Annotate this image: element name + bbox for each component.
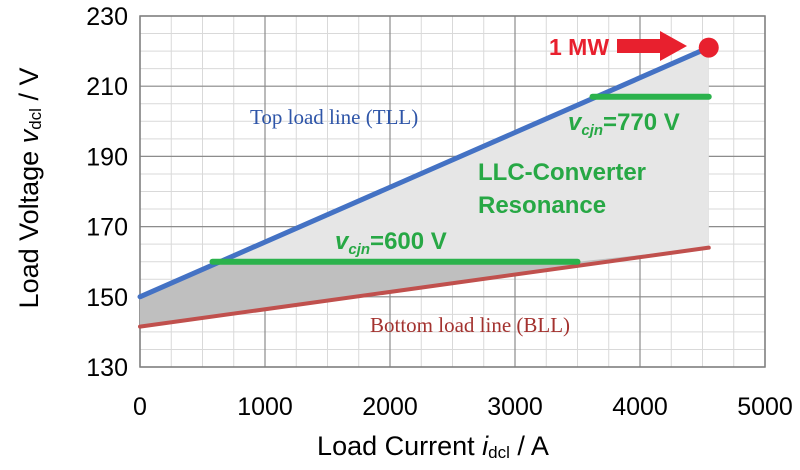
y-tick-label: 130 bbox=[86, 354, 128, 382]
x-tick-label: 2000 bbox=[362, 393, 418, 421]
v600-label: vcjn=600 V bbox=[335, 228, 447, 258]
y-tick-label: 230 bbox=[86, 3, 128, 31]
x-tick-label: 5000 bbox=[737, 393, 793, 421]
y-tick-label: 170 bbox=[86, 214, 128, 242]
lines-layer bbox=[137, 45, 712, 329]
y-axis-title: Load Voltage vdcl / V bbox=[14, 68, 45, 309]
region-label-line2: Resonance bbox=[478, 192, 606, 219]
bottom-load-line bbox=[138, 245, 711, 329]
region-label-line1: LLC-Converter bbox=[478, 159, 646, 186]
x-tick-label: 4000 bbox=[612, 393, 668, 421]
y-tick-label: 150 bbox=[86, 284, 128, 312]
top-load-line bbox=[137, 45, 712, 300]
plot-frame bbox=[139, 15, 766, 368]
one-mw-annotation: 1 MW bbox=[549, 31, 687, 61]
y-tick-label: 190 bbox=[86, 143, 128, 171]
x-axis-title: Load Current idcl / A bbox=[317, 431, 549, 462]
x-tick-label: 0 bbox=[133, 393, 147, 421]
one-mw-point bbox=[698, 37, 719, 58]
x-tick-label: 3000 bbox=[487, 393, 543, 421]
point-layer bbox=[698, 37, 719, 58]
y-tick-label: 210 bbox=[86, 73, 128, 101]
tll-label: Top load line (TLL) bbox=[250, 105, 418, 129]
ticks-layer: 0 1000 2000 3000 4000 5000 130 150 170 190 210 230 bbox=[86, 3, 793, 421]
x-tick-label: 1000 bbox=[237, 393, 293, 421]
v770-label: vcjn=770 V bbox=[568, 109, 680, 139]
bll-label: Bottom load line (BLL) bbox=[370, 313, 570, 337]
arrow-right-icon bbox=[617, 31, 687, 61]
one-mw-label: 1 MW bbox=[549, 34, 609, 60]
region-layer bbox=[140, 47, 709, 327]
